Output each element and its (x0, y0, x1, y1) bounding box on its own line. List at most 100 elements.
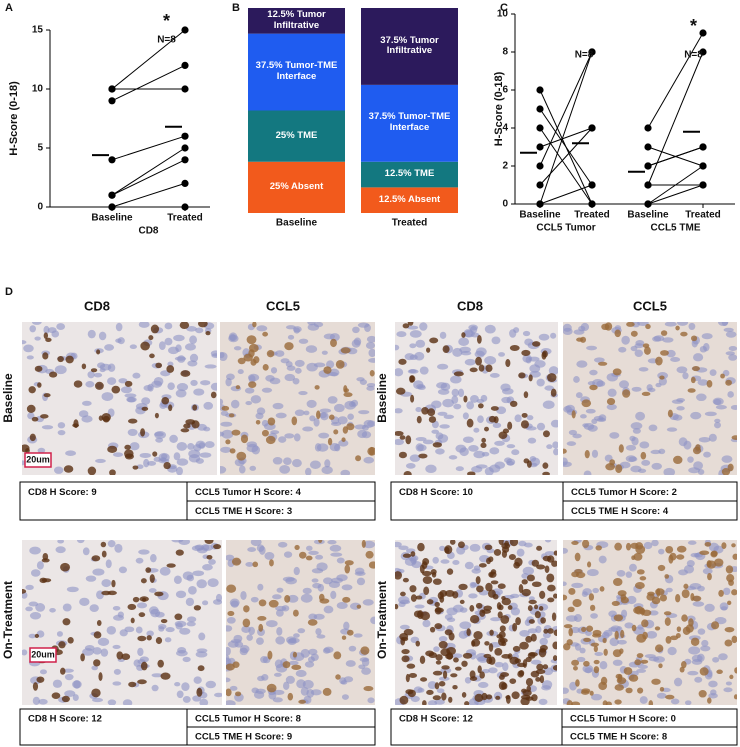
nucleus (550, 332, 557, 339)
nucleus (607, 388, 617, 397)
stained-cell (526, 685, 532, 693)
stained-cell (422, 576, 433, 584)
nucleus (489, 447, 500, 455)
nucleus (728, 345, 737, 352)
nucleus (276, 587, 284, 593)
stained-cell (34, 633, 40, 638)
nucleus (490, 617, 502, 622)
stained-cell (343, 392, 353, 398)
stained-cell (731, 635, 737, 644)
stained-cell (407, 689, 416, 698)
row-label: On-Treatment (1, 581, 15, 659)
panel-letter: C (500, 2, 508, 14)
stained-cell (252, 322, 257, 328)
nucleus (712, 656, 720, 663)
stained-cell (81, 363, 87, 370)
nucleus (473, 450, 485, 459)
nucleus (619, 461, 631, 469)
nucleus (395, 408, 403, 414)
stained-cell (453, 371, 464, 377)
nucleus (446, 617, 456, 623)
nucleus (576, 360, 588, 368)
nucleus (315, 554, 324, 560)
nucleus (697, 653, 705, 662)
stained-cell (22, 589, 27, 594)
nucleus (303, 410, 310, 416)
nucleus (563, 327, 573, 336)
stained-cell (687, 388, 696, 393)
nucleus (522, 566, 535, 575)
nucleus (575, 392, 583, 399)
nucleus (338, 439, 349, 447)
stained-cell (551, 612, 557, 621)
nucleus (586, 345, 598, 351)
nucleus (97, 362, 106, 369)
stained-cell (477, 665, 482, 674)
nucleus (678, 569, 688, 576)
nucleus (26, 355, 34, 360)
bar-segment (248, 33, 345, 111)
stained-cell (724, 627, 735, 633)
column-header: CCL5 (633, 298, 667, 313)
x-tick-label: Baseline (519, 210, 561, 221)
stained-cell (29, 433, 36, 442)
data-point (108, 156, 116, 164)
stained-cell (314, 385, 320, 390)
nucleus (66, 586, 79, 593)
nucleus (687, 540, 697, 545)
nucleus (146, 630, 154, 637)
nucleus (283, 457, 292, 465)
stained-cell (192, 404, 198, 411)
segment-label: 12.5% Absent (378, 193, 441, 205)
stained-cell (665, 694, 675, 700)
segment-label-box: 25% TME (276, 130, 318, 141)
nucleus (204, 364, 217, 369)
nucleus (458, 337, 470, 346)
stained-cell (61, 695, 70, 703)
micrograph (395, 540, 557, 705)
nucleus (367, 697, 375, 704)
stained-cell (484, 641, 490, 646)
stained-cell (369, 446, 375, 456)
stained-cell (87, 466, 97, 475)
nucleus (714, 418, 721, 423)
nucleus (684, 700, 692, 705)
stained-cell (340, 347, 351, 354)
nucleus (246, 634, 253, 641)
nucleus (189, 335, 198, 345)
nucleus (710, 689, 717, 696)
stained-cell (478, 563, 487, 568)
stained-cell (519, 641, 529, 650)
stained-cell (410, 594, 417, 602)
stained-cell (731, 543, 736, 548)
y-tick-label: 10 (32, 84, 44, 95)
stained-cell (595, 545, 602, 551)
nucleus (112, 452, 124, 457)
score-text: CCL5 TME H Score: 8 (570, 732, 667, 743)
nucleus (341, 584, 353, 591)
nucleus (468, 445, 479, 452)
stained-cell (294, 544, 300, 551)
stained-cell (441, 665, 450, 670)
stained-cell (704, 541, 712, 547)
nucleus (665, 587, 673, 593)
nucleus (676, 406, 685, 411)
stained-cell (495, 695, 501, 700)
nucleus (422, 619, 431, 628)
stained-cell (505, 359, 511, 368)
stained-cell (426, 689, 434, 696)
stained-cell (267, 650, 273, 660)
nucleus (363, 540, 375, 549)
nucleus (470, 394, 479, 403)
stained-cell (563, 448, 567, 454)
stained-cell (191, 420, 200, 429)
nucleus (666, 427, 678, 432)
nucleus (56, 631, 63, 637)
stained-cell (599, 586, 605, 592)
nucleus (230, 600, 239, 608)
nucleus (536, 422, 546, 431)
nucleus (115, 338, 122, 343)
nucleus (137, 647, 144, 657)
data-point (536, 86, 544, 94)
stained-cell (589, 690, 594, 696)
